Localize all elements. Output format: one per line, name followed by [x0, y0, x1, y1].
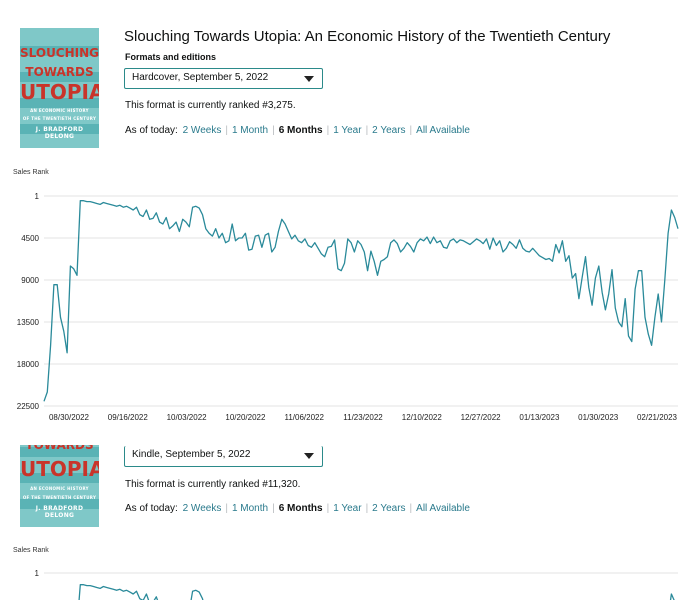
cover-title-line: SLOUCHING [20, 46, 99, 60]
chevron-down-icon [304, 76, 314, 82]
chevron-down-icon [304, 453, 314, 459]
range-selector: As of today: 2 Weeks | 1 Month | 6 Months | 1 … [125, 503, 470, 514]
x-tick-label: 10/03/2022 [167, 413, 208, 422]
rank-text: This format is currently ranked #3,275. [125, 100, 296, 111]
cover-subtitle-line: AN ECONOMIC HISTORY [30, 486, 89, 491]
sales-rank-series-line [78, 584, 675, 600]
cover-subtitle-line: AN ECONOMIC HISTORY [30, 108, 89, 113]
range-prefix: As of today: [125, 503, 178, 514]
sales-rank-chart: 1 [35, 569, 678, 600]
range-2-weeks-link[interactable]: 2 Weeks [182, 125, 222, 136]
x-tick-label: 12/27/2022 [461, 413, 502, 422]
cover-subtitle-line: OF THE TWENTIETH CENTURY [22, 495, 97, 500]
cover-author: J. BRADFORD DELONG [35, 126, 84, 140]
y-tick-label: 18000 [17, 360, 40, 369]
y-tick-label: 1 [35, 569, 40, 578]
y-tick-label: 9000 [21, 276, 39, 285]
y-tick-label: 1 [35, 192, 40, 201]
cover-title-line: TOWARDS [25, 445, 94, 452]
sales-rank-chart: 1 4500 9000 13500 18000 22500 08/30/2022 09/16/… [17, 192, 679, 422]
range-6-months-link[interactable]: 6 Months [278, 503, 323, 514]
x-tick-label: 02/21/2023 [637, 413, 678, 422]
range-1-year-link[interactable]: 1 Year [333, 503, 362, 514]
format-select-value: Kindle, September 5, 2022 [132, 449, 251, 460]
cover-title-line: TOWARDS [25, 65, 94, 79]
range-2-years-link[interactable]: 2 Years [372, 503, 406, 514]
cover-author: J. BRADFORD DELONG [35, 505, 84, 519]
book-cover-image: SLOUCHING TOWARDS UTOPIA AN ECONOMIC HIS… [20, 28, 99, 148]
x-tick-label: 10/20/2022 [225, 413, 266, 422]
y-tick-label: 4500 [21, 234, 39, 243]
cover-title-line: UTOPIA [20, 80, 99, 104]
y-tick-label: 22500 [17, 402, 40, 411]
format-select-value: Hardcover, September 5, 2022 [132, 72, 269, 83]
range-1-month-link[interactable]: 1 Month [231, 503, 269, 514]
x-tick-label: 11/23/2022 [343, 413, 383, 422]
range-6-months-link[interactable]: 6 Months [278, 125, 323, 136]
cover-title-line: UTOPIA [20, 457, 99, 481]
x-tick-label: 01/13/2023 [519, 413, 560, 422]
chart-y-axis-title: Sales Rank [13, 169, 49, 176]
x-tick-label: 12/10/2022 [402, 413, 443, 422]
book-cover-image: TOWARDS UTOPIA AN ECONOMIC HISTORY OF TH… [20, 445, 99, 527]
format-select[interactable]: Hardcover, September 5, 2022 [124, 68, 323, 89]
y-tick-label: 13500 [17, 318, 40, 327]
cover-subtitle-line: OF THE TWENTIETH CENTURY [22, 116, 97, 121]
x-tick-label: 01/30/2023 [578, 413, 619, 422]
formats-heading: Formats and editions [125, 52, 217, 62]
range-all-available-link[interactable]: All Available [416, 125, 470, 136]
range-1-month-link[interactable]: 1 Month [231, 125, 269, 136]
range-1-year-link[interactable]: 1 Year [333, 125, 362, 136]
chart-y-axis-title: Sales Rank [13, 547, 49, 554]
x-tick-label: 11/06/2022 [284, 413, 324, 422]
page-title: Slouching Towards Utopia: An Economic Hi… [124, 28, 611, 45]
range-2-weeks-link[interactable]: 2 Weeks [182, 503, 222, 514]
range-prefix: As of today: [125, 125, 178, 136]
sales-rank-series-line [43, 200, 679, 402]
range-all-available-link[interactable]: All Available [416, 503, 470, 514]
range-selector: As of today: 2 Weeks | 1 Month | 6 Months | 1 … [125, 125, 470, 136]
format-select[interactable]: Kindle, September 5, 2022 [124, 446, 323, 467]
range-2-years-link[interactable]: 2 Years [372, 125, 406, 136]
rank-text: This format is currently ranked #11,320. [125, 479, 301, 490]
x-tick-label: 08/30/2022 [49, 413, 90, 422]
x-tick-label: 09/16/2022 [108, 413, 149, 422]
